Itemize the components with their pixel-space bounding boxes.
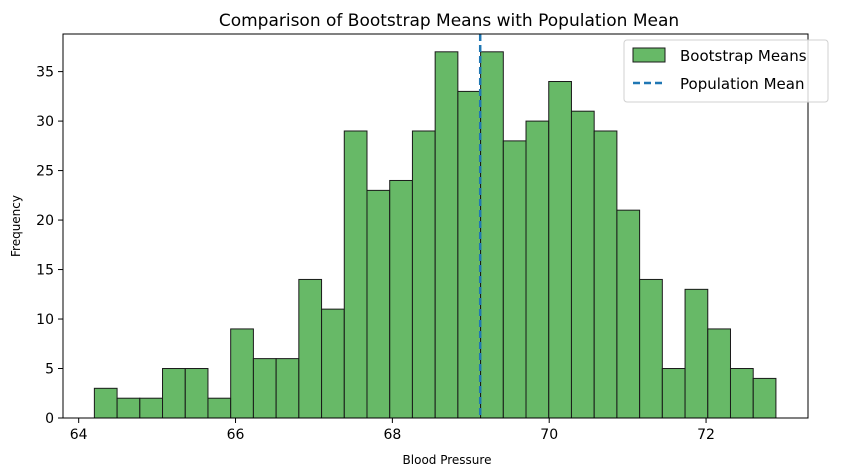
legend-label-bootstrap-means: Bootstrap Means [680, 47, 807, 65]
x-axis-label: Blood Pressure [403, 453, 492, 467]
x-tick-label: 68 [383, 427, 401, 443]
histogram-bar [207, 397, 232, 419]
histogram-bar [752, 377, 777, 419]
histogram-bar [502, 140, 527, 419]
histogram-bar [729, 368, 754, 419]
histogram-bar [616, 209, 641, 419]
histogram-bar [252, 358, 277, 419]
histogram-bar [639, 278, 663, 419]
y-tick-label: 30 [36, 114, 54, 130]
y-tick-label: 15 [36, 263, 54, 279]
plot-frame [62, 33, 809, 419]
histogram-bar [457, 90, 482, 419]
y-tick-label: 35 [36, 65, 54, 81]
y-axis-label: Frequency [9, 195, 23, 257]
histogram-bar [93, 387, 118, 419]
x-axis-ticks: 64 66 68 70 72 [70, 418, 715, 443]
histogram-bar [230, 328, 254, 419]
histogram-bar [434, 51, 459, 419]
histogram-bar [139, 397, 164, 419]
x-tick-label: 66 [227, 427, 245, 443]
histogram-bar [480, 51, 504, 419]
x-tick-label: 72 [697, 427, 715, 443]
histogram-bar [366, 189, 391, 419]
y-axis-ticks: 0 5 10 15 20 25 30 35 [36, 65, 63, 427]
legend-label-population-mean: Population Mean [680, 75, 804, 93]
y-tick-label: 20 [36, 213, 54, 229]
histogram-bar [162, 368, 186, 419]
legend: Bootstrap Means Population Mean [623, 39, 829, 103]
histogram-bar [548, 81, 572, 419]
histogram-bar [275, 358, 300, 419]
y-tick-label: 5 [45, 362, 54, 378]
histogram-bar [298, 278, 323, 419]
histogram-bar [570, 110, 595, 419]
histogram-bar [116, 397, 141, 419]
histogram-bar [707, 328, 731, 419]
histogram-bar [525, 120, 550, 419]
bars-group [93, 51, 777, 419]
x-tick-label: 64 [70, 427, 88, 443]
y-tick-label: 0 [45, 411, 54, 427]
legend-swatch-bootstrap-means [632, 47, 666, 63]
histogram-bar [389, 179, 413, 419]
histogram-bar [184, 368, 209, 419]
histogram-bar [321, 308, 345, 419]
histogram-bar [411, 130, 436, 419]
histogram-bar [343, 130, 368, 419]
x-tick-label: 70 [540, 427, 558, 443]
histogram-bar [661, 368, 686, 419]
histogram-bar [684, 288, 709, 419]
legend-box [623, 39, 829, 103]
histogram-bar [593, 130, 618, 419]
chart-title: Comparison of Bootstrap Means with Popul… [219, 11, 679, 31]
y-tick-label: 10 [36, 312, 54, 328]
y-tick-label: 25 [36, 164, 54, 180]
